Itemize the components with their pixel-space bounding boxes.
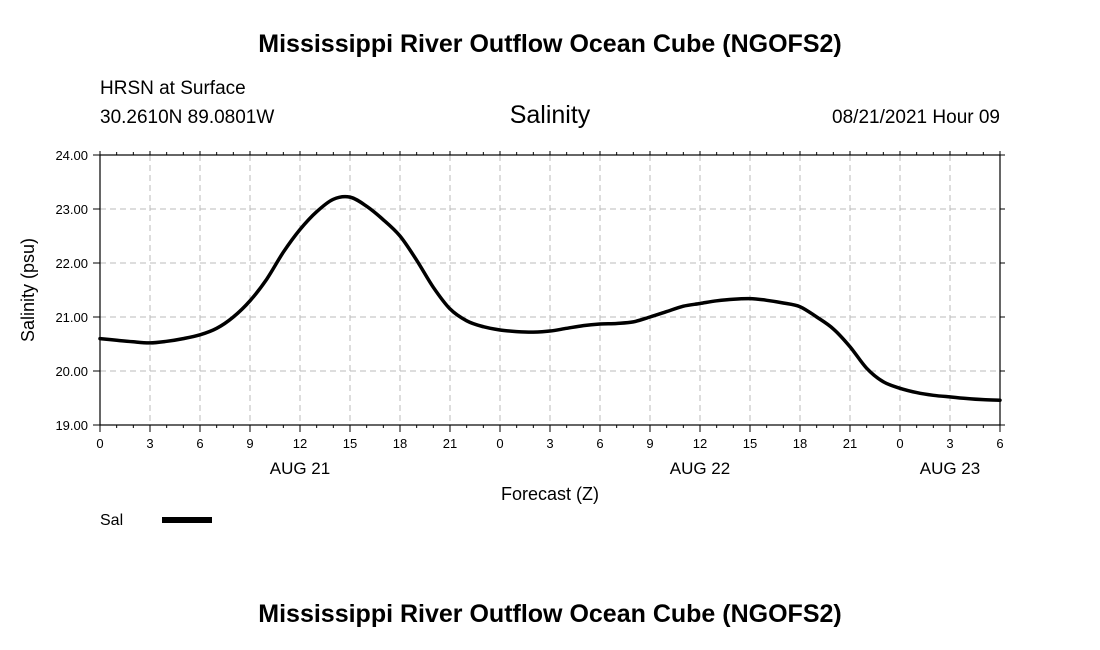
x-tick-label: 12 [693,436,707,451]
y-tick-label: 20.00 [55,364,88,379]
y-tick-label: 24.00 [55,148,88,163]
x-tick-label: 18 [793,436,807,451]
y-tick-label: 23.00 [55,202,88,217]
axis-ticks [93,151,1005,432]
salinity-series-line [98,194,1002,402]
x-axis-title: Forecast (Z) [501,484,599,504]
date-label: AUG 22 [670,459,730,478]
x-tick-label: 0 [496,436,503,451]
y-axis-title: Salinity (psu) [18,238,38,342]
grid [100,155,1000,425]
footer-title: Mississippi River Outflow Ocean Cube (NG… [258,600,842,628]
x-tick-label: 3 [146,436,153,451]
y-tick-label: 21.00 [55,310,88,325]
x-tick-label: 3 [946,436,953,451]
date-label: AUG 21 [270,459,330,478]
x-tick-label: 12 [293,436,307,451]
legend-label-sal: Sal [100,512,123,529]
date-label: AUG 23 [920,459,980,478]
x-tick-label: 9 [646,436,653,451]
y-tick-label: 19.00 [55,418,88,433]
x-tick-label: 21 [843,436,857,451]
coordinates-label: 30.2610N 89.0801W [100,107,275,128]
x-tick-label: 15 [743,436,757,451]
chart-subtitle: Salinity [509,101,591,129]
axis-labels: 0 3 6 9 12 15 18 21 0 3 6 9 12 15 18 21 0 3 6 19.00 20.00 21.… [55,148,1003,478]
x-tick-label: 6 [196,436,203,451]
station-label: HRSN at Surface [100,78,246,99]
x-tick-label: 18 [393,436,407,451]
x-tick-label: 0 [96,436,103,451]
y-tick-label: 22.00 [55,256,88,271]
x-tick-label: 3 [546,436,553,451]
x-tick-label: 6 [996,436,1003,451]
x-tick-label: 0 [896,436,903,451]
chart-title: Mississippi River Outflow Ocean Cube (NG… [258,30,842,58]
forecast-datetime: 08/21/2021 Hour 09 [832,107,1000,128]
x-tick-label: 15 [343,436,357,451]
x-tick-label: 21 [443,436,457,451]
x-tick-label: 9 [246,436,253,451]
legend: Sal [100,512,212,529]
x-tick-label: 6 [596,436,603,451]
